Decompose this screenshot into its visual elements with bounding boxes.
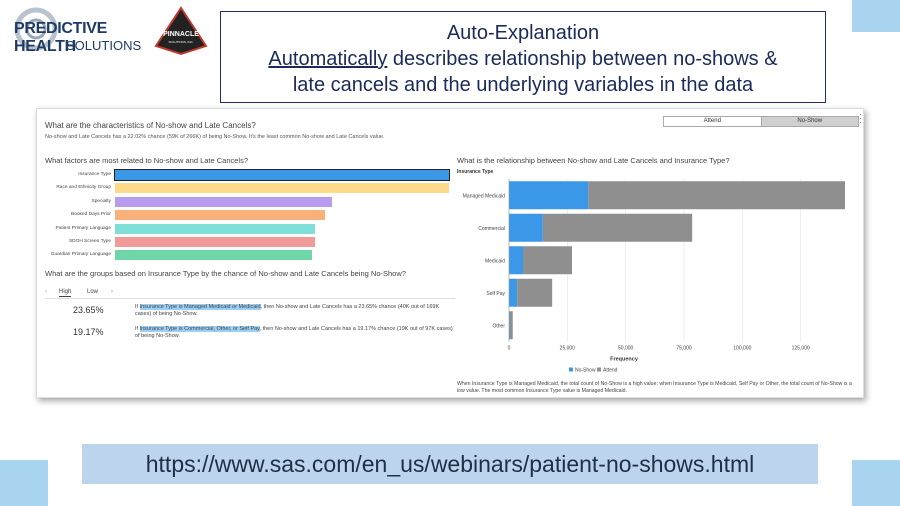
- group-text-2-highlight: Insurance Type is Commercial, Other, or …: [139, 326, 260, 332]
- bar-segment[interactable]: [509, 246, 523, 275]
- tab-next-icon[interactable]: ›: [111, 289, 113, 295]
- pinnacle-wordmark: PINNACLE: [163, 31, 199, 38]
- factor-bar[interactable]: [115, 223, 316, 234]
- webinar-url[interactable]: https://www.sas.com/en_us/webinars/patie…: [82, 444, 818, 484]
- phs-name-line1: PREDICTIVE HEALTH: [14, 20, 108, 55]
- factor-label: Race and Ethnicity Group: [56, 185, 111, 191]
- bar-segment[interactable]: [509, 311, 510, 340]
- title-line1: Auto-Explanation: [446, 22, 600, 44]
- title-underlined-word: Automatically: [268, 48, 388, 70]
- bar-segment[interactable]: [509, 181, 589, 210]
- outcome-toggle[interactable]: Attend No-Show: [663, 116, 859, 127]
- factor-label: Patient Primary Language: [55, 225, 111, 231]
- factor-label: Specialty: [91, 198, 111, 204]
- legend-label: No-Show: [575, 368, 596, 374]
- bar-segment[interactable]: [517, 278, 553, 307]
- group-text-1-pre: If: [135, 304, 140, 310]
- x-tick-label: 75,000: [676, 346, 692, 352]
- x-tick-label: 0: [508, 346, 511, 352]
- more-options-icon[interactable]: · · ·: [859, 110, 862, 127]
- bar-segment[interactable]: [542, 213, 693, 242]
- group-text-2-pre: If: [135, 326, 140, 332]
- factor-bar[interactable]: [115, 196, 333, 207]
- category-label: Medicaid: [485, 258, 505, 264]
- characteristics-description: No-show and Late Cancels has a 22.02% ch…: [45, 134, 385, 140]
- legend-label: Attend: [603, 368, 618, 374]
- group-text-1-highlight: Insurance Type is Managed Medicaid or Me…: [139, 304, 261, 310]
- bar-segment[interactable]: [509, 213, 543, 242]
- factor-bar[interactable]: [115, 237, 316, 247]
- relationship-question: What is the relationship between No-show…: [457, 156, 730, 165]
- pinnacle-logo: PINNACLE SOLUTIONS, INC.: [154, 6, 208, 56]
- group-text-2: If Insurance Type is Commercial, Other, …: [135, 326, 455, 340]
- category-label: Self Pay: [486, 291, 505, 297]
- title-line2: Automatically describes relationship bet…: [221, 46, 825, 72]
- bar-segment[interactable]: [509, 278, 518, 307]
- corner-decoration-bottom-right: [852, 460, 900, 506]
- title-line3: late cancels and the underlying variable…: [292, 74, 754, 96]
- factor-bar[interactable]: [115, 183, 449, 194]
- characteristics-question: What are the characteristics of No-show …: [45, 121, 256, 130]
- phs-name-line2: SOLUTIONS: [66, 38, 142, 53]
- pinnacle-sub: SOLUTIONS, INC.: [168, 40, 193, 44]
- factors-question: What factors are most related to No-show…: [45, 156, 249, 165]
- insurance-type-chart: Managed Medicaid Commercial Medicaid Self P…: [463, 179, 845, 374]
- factor-label: Booked Days Prior: [71, 212, 111, 218]
- tab-high[interactable]: High: [59, 289, 72, 297]
- legend-swatch: [569, 367, 573, 372]
- category-label: Commercial: [478, 226, 505, 232]
- tab-prev-icon[interactable]: ‹: [45, 289, 47, 295]
- predictive-health-logo: PREDICTIVE HEALTH SOLUTIONS: [8, 6, 153, 55]
- bar-segment[interactable]: [523, 246, 572, 275]
- x-tick-label: 50,000: [618, 346, 634, 352]
- group-text-2-post: , then No-show and Late Cancels has a 19…: [135, 326, 453, 339]
- group-text-1: If Insurance Type is Managed Medicaid or…: [135, 304, 455, 318]
- factor-bar[interactable]: [115, 210, 326, 221]
- toggle-no-show[interactable]: No-Show: [760, 117, 858, 126]
- chart-y-axis-title: Insurance Type: [457, 169, 494, 175]
- factor-bar[interactable]: [114, 169, 450, 181]
- factor-label: Insurance Type: [78, 172, 111, 177]
- x-tick-label: 100,000: [733, 346, 751, 352]
- tab-low[interactable]: Low: [87, 289, 99, 295]
- group-tabs: ‹ High Low ›: [45, 289, 455, 299]
- corner-decoration-top-right: [852, 0, 900, 32]
- auto-explanation-panel: What are the characteristics of No-show …: [36, 108, 864, 398]
- x-axis-title: Frequency: [610, 357, 639, 363]
- relationship-summary: When Insurance Type is Managed Medicaid,…: [457, 381, 852, 394]
- legend-swatch: [597, 367, 601, 372]
- title-line2-rest: describes relationship between no-shows …: [387, 48, 778, 70]
- slide-title-box: Auto-Explanation Automatically describes…: [220, 11, 826, 103]
- factor-bar[interactable]: [115, 250, 313, 261]
- bar-segment[interactable]: [588, 181, 845, 210]
- x-tick-label: 25,000: [560, 346, 576, 352]
- group-pct-2: 19.17%: [73, 327, 104, 337]
- category-label: Managed Medicaid: [463, 193, 505, 199]
- factor-label: Guardian Primary Language: [50, 252, 111, 258]
- category-label: Other: [492, 323, 505, 329]
- corner-decoration-bottom-left: [0, 460, 48, 506]
- group-pct-1: 23.65%: [73, 305, 104, 315]
- bar-segment[interactable]: [509, 311, 513, 340]
- factor-label: SDOH Screen Type: [68, 239, 111, 244]
- phs-emblem-icon: [14, 7, 58, 51]
- groups-question: What are the groups based on Insurance T…: [45, 269, 406, 278]
- toggle-attend[interactable]: Attend: [703, 118, 721, 124]
- x-tick-label: 125,000: [792, 346, 810, 352]
- group-text-1-post: , then No-show and Late Cancels has a 23…: [135, 304, 440, 317]
